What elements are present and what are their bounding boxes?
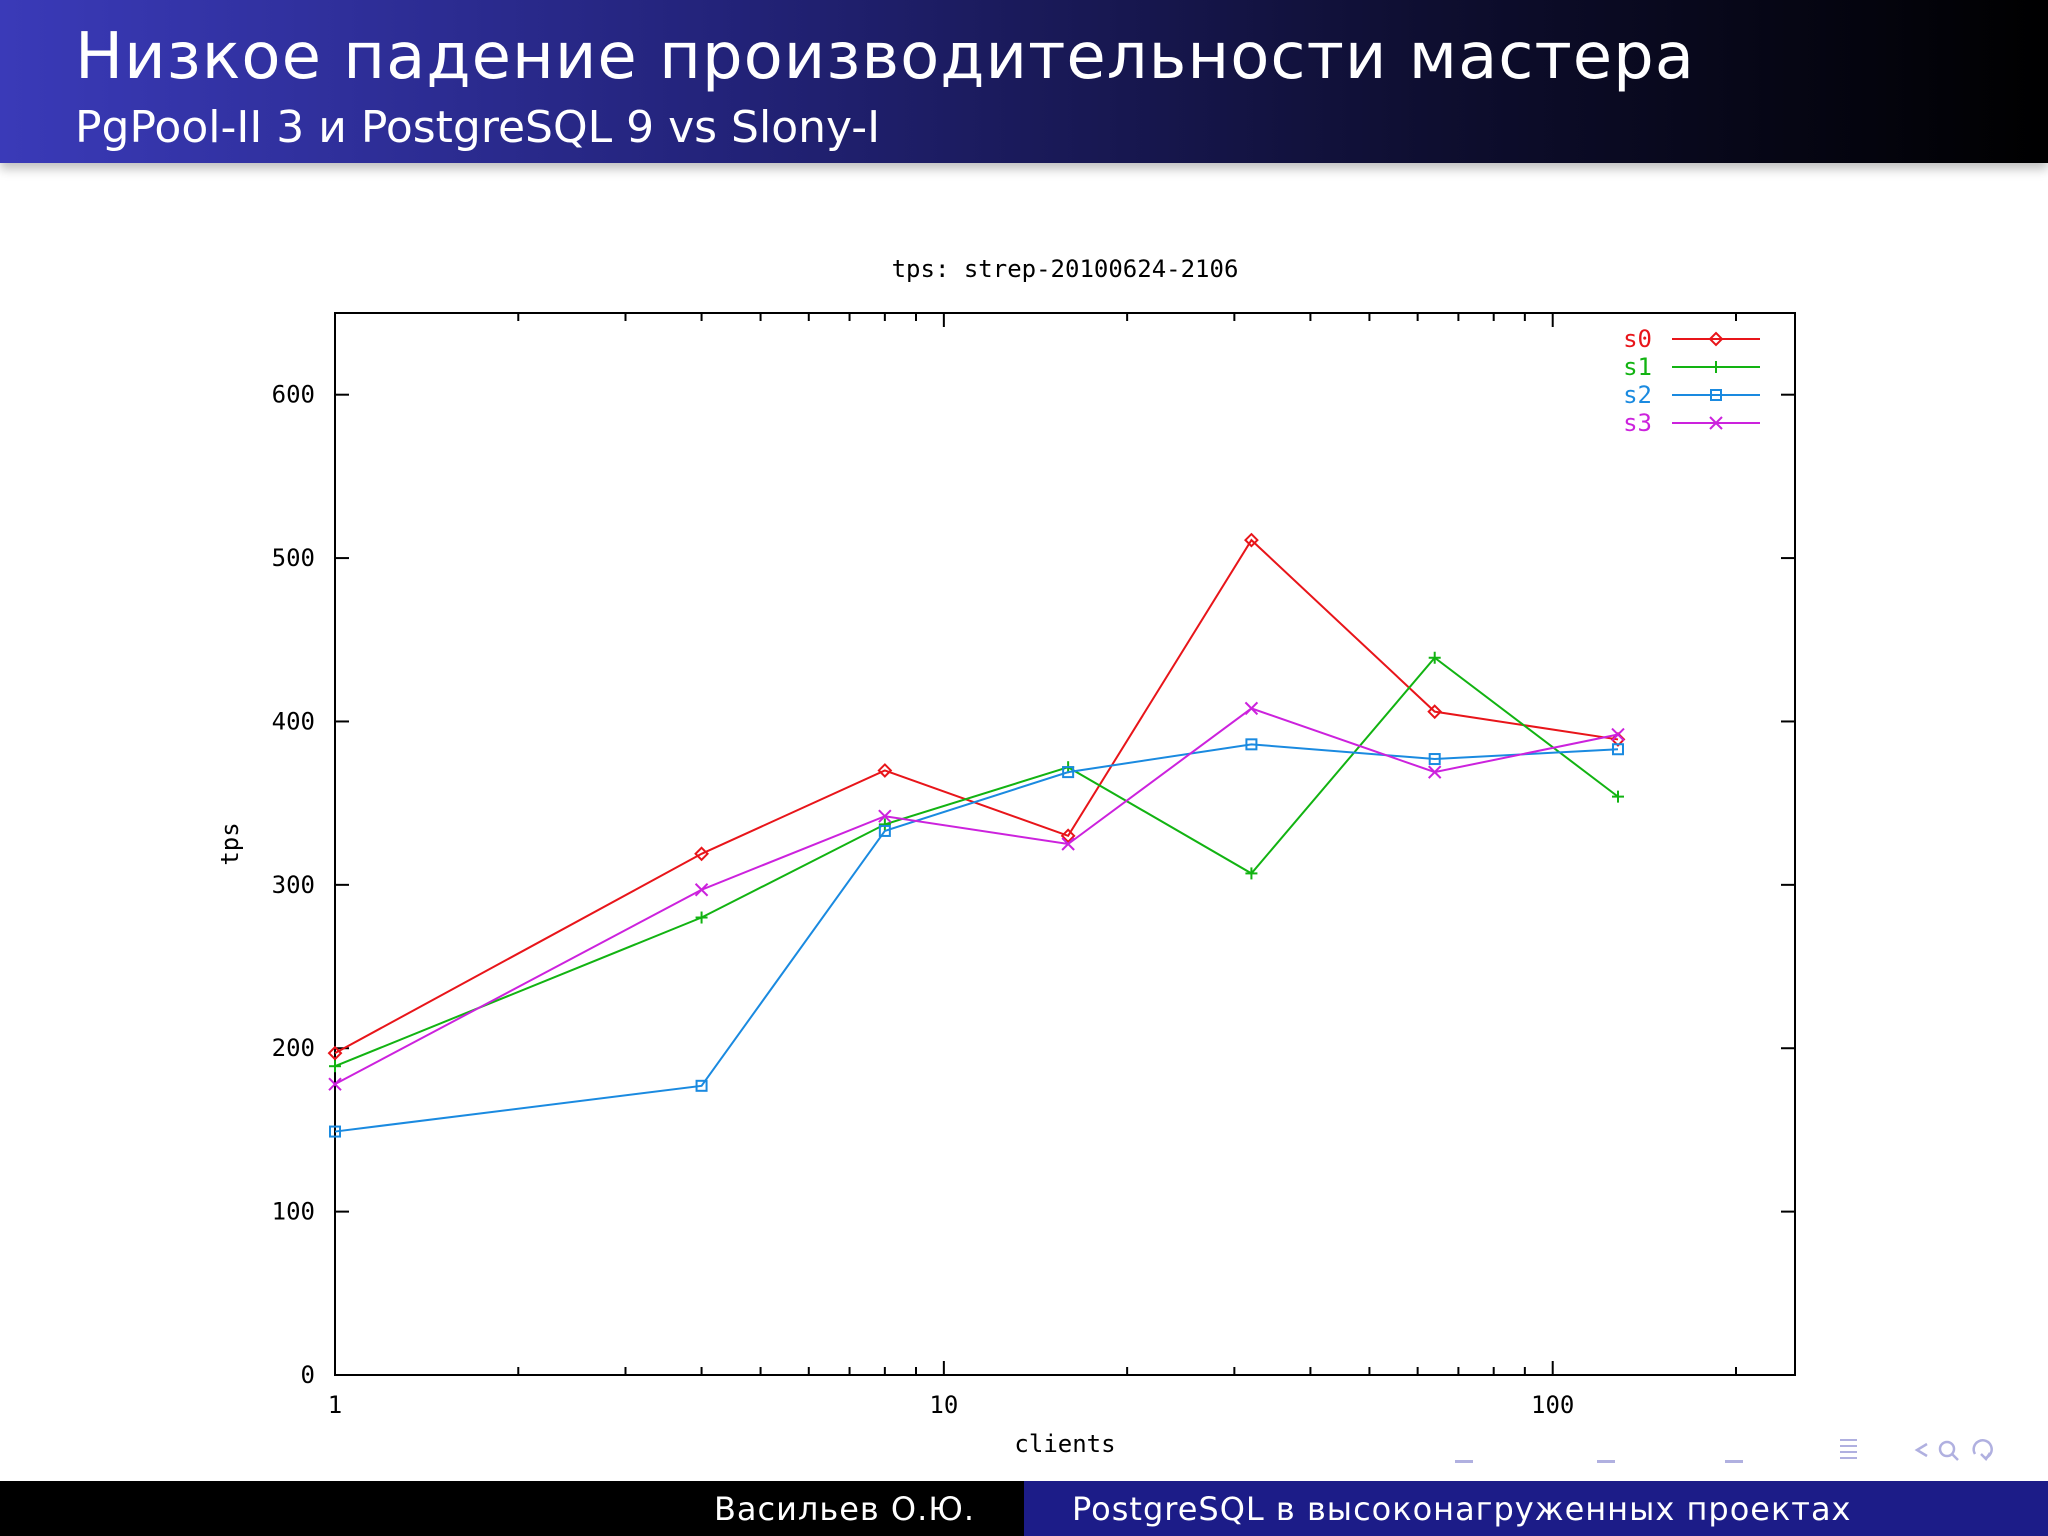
data-point-s1 [1611, 790, 1624, 803]
data-point-s1 [695, 911, 708, 924]
nav-outline-icon[interactable] [1840, 1439, 1857, 1459]
y-tick-label: 100 [272, 1198, 315, 1226]
data-point-s2 [1062, 766, 1075, 779]
nav-section-icon[interactable] [1725, 1460, 1743, 1463]
data-point-s3 [1244, 701, 1259, 716]
data-point-s2 [329, 1125, 341, 1138]
slide-footer: Васильев О.Ю. PostgreSQL в высоконагруже… [0, 1481, 2048, 1536]
tps-line-chart: tps: strep-20100624-2106 0 100 200 300 400 500… [216, 255, 1796, 1458]
x-tick-label: 100 [1531, 1391, 1574, 1419]
legend-label-s1: s1 [1623, 353, 1652, 381]
legend-label-s2: s2 [1623, 381, 1652, 409]
data-point-s2 [1428, 753, 1441, 766]
beamer-navigation [1455, 1432, 2035, 1468]
data-point-s0 [1060, 828, 1076, 844]
data-point-s2 [695, 1079, 708, 1092]
chart-title: tps: strep-20100624-2106 [892, 255, 1239, 283]
data-point-s3 [694, 883, 709, 897]
data-point-s1 [1428, 651, 1441, 664]
series-line-s2 [334, 743, 1619, 1133]
y-tick-label: 300 [272, 871, 315, 899]
legend-label-s3: s3 [1623, 409, 1652, 437]
data-point-s0 [877, 763, 893, 778]
data-point-s2 [1611, 743, 1624, 756]
series-line-s1 [334, 656, 1619, 1068]
legend-marker-s1 [1710, 361, 1722, 373]
x-axis-label: clients [1014, 1430, 1115, 1458]
series-line-s3 [334, 707, 1619, 1086]
data-point-s3 [1611, 727, 1625, 742]
y-tick-label: 200 [272, 1034, 315, 1062]
data-point-s3 [328, 1077, 342, 1091]
data-point-s2 [1245, 738, 1258, 751]
series-line-s0 [334, 538, 1619, 1055]
x-tick-label: 1 [328, 1391, 342, 1419]
slide-header: Низкое падение производительности мастер… [0, 0, 2048, 163]
nav-subsection-icon[interactable] [1597, 1460, 1615, 1463]
nav-search-icon[interactable] [1914, 1439, 1993, 1461]
footer-talk-title: PostgreSQL в высоконагруженных проектах [1024, 1481, 2048, 1536]
x-tick-label: 10 [929, 1391, 958, 1419]
y-tick-label: 600 [272, 381, 315, 409]
nav-frame-icon[interactable] [1455, 1460, 1473, 1463]
data-point-s0 [1244, 532, 1259, 548]
slide-subtitle: PgPool-II 3 и PostgreSQL 9 vs Slony-I [75, 102, 881, 153]
legend-marker-s0 [1708, 331, 1724, 347]
slide-title: Низкое падение производительности мастер… [75, 20, 1695, 94]
data-point-s3 [878, 809, 892, 823]
legend-marker-s2 [1710, 389, 1722, 401]
data-point-s1 [878, 818, 891, 831]
data-point-s0 [694, 846, 709, 862]
data-point-s3 [1427, 765, 1442, 779]
data-point-s2 [878, 824, 891, 837]
nav-icons [1455, 1439, 1993, 1463]
y-tick-label: 400 [272, 707, 315, 735]
data-point-s0 [327, 1045, 343, 1061]
data-point-s1 [1245, 867, 1258, 880]
legend-marker-s3 [1709, 416, 1723, 430]
footer-author: Васильев О.Ю. [0, 1481, 1024, 1536]
y-tick-label: 500 [272, 544, 315, 572]
legend-label-s0: s0 [1623, 325, 1652, 353]
y-tick-label: 0 [301, 1361, 315, 1389]
data-point-s3 [1061, 837, 1075, 851]
plot-frame [334, 312, 1796, 1376]
data-point-s0 [1427, 704, 1443, 720]
y-axis-label: tps [216, 822, 244, 865]
data-point-s1 [329, 1060, 341, 1073]
